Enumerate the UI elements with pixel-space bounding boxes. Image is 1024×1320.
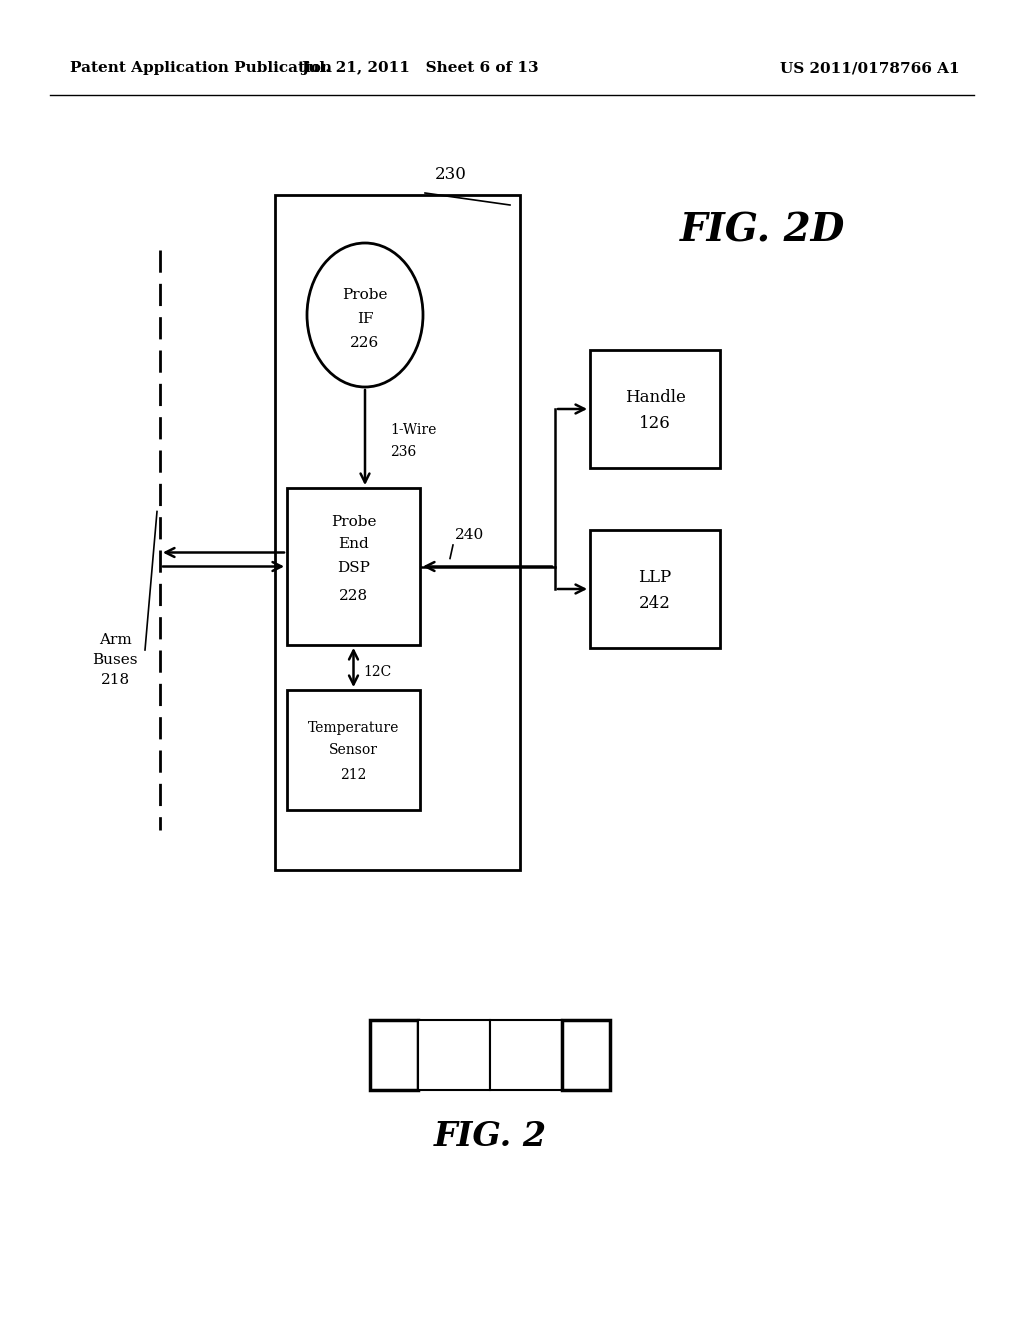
Text: 12C: 12C — [362, 665, 391, 678]
Text: Sensor: Sensor — [329, 743, 378, 756]
Text: US 2011/0178766 A1: US 2011/0178766 A1 — [780, 61, 961, 75]
Text: LLP: LLP — [638, 569, 672, 586]
Text: FIG.
2D: FIG. 2D — [572, 1040, 599, 1069]
Text: 236: 236 — [390, 445, 416, 458]
Bar — [287, 690, 420, 810]
Bar — [590, 531, 720, 648]
Text: FIG.
2A: FIG. 2A — [381, 1040, 408, 1069]
Text: Arm: Arm — [98, 634, 131, 647]
Bar — [490, 1020, 562, 1090]
Text: Handle: Handle — [625, 388, 685, 405]
Ellipse shape — [307, 243, 423, 387]
Bar — [562, 1020, 610, 1090]
Text: 218: 218 — [100, 673, 130, 686]
Text: Buses: Buses — [92, 653, 138, 667]
Text: 228: 228 — [339, 590, 368, 603]
Text: Patent Application Publication: Patent Application Publication — [70, 61, 332, 75]
Text: 240: 240 — [455, 528, 484, 543]
Text: Probe: Probe — [342, 288, 388, 302]
Text: 230: 230 — [435, 166, 467, 183]
Text: 212: 212 — [340, 768, 367, 781]
Text: 242: 242 — [639, 595, 671, 612]
Bar — [590, 350, 720, 469]
Text: Jul. 21, 2011   Sheet 6 of 13: Jul. 21, 2011 Sheet 6 of 13 — [301, 61, 539, 75]
Text: Probe: Probe — [331, 515, 376, 528]
Text: 126: 126 — [639, 416, 671, 433]
Text: DSP: DSP — [337, 561, 370, 576]
Text: FIG. 2: FIG. 2 — [433, 1119, 547, 1152]
Text: 226: 226 — [350, 337, 380, 350]
Text: End: End — [338, 537, 369, 552]
Text: 1-Wire: 1-Wire — [390, 422, 436, 437]
Text: Temperature: Temperature — [308, 721, 399, 735]
Text: FIG. 2C: FIG. 2C — [502, 1048, 550, 1061]
Bar — [418, 1020, 490, 1090]
Bar — [287, 488, 420, 645]
Text: IF: IF — [356, 312, 374, 326]
Bar — [370, 1020, 418, 1090]
Text: FIG. 2B: FIG. 2B — [430, 1048, 478, 1061]
Bar — [275, 195, 520, 870]
Text: FIG. 2D: FIG. 2D — [680, 211, 846, 249]
